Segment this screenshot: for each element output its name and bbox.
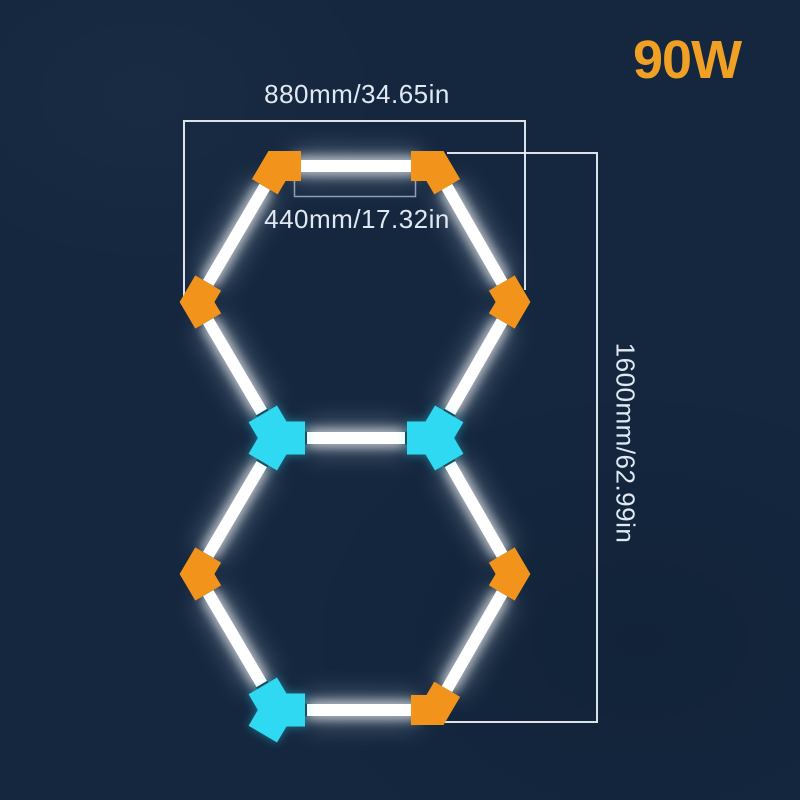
dim-width-line [183,120,526,303]
led-tube-segment [203,589,267,688]
led-tube-segment [203,183,270,287]
connector-elbow-orange [411,151,461,195]
connector-threeway-cyan [248,405,305,471]
dim-segment-label: 440mm/17.32in [264,204,450,234]
led-tube-segment [444,461,508,558]
dim-width-label: 880mm/34.65in [264,79,450,109]
led-tube-segment [441,590,508,693]
connector-elbow-orange [411,681,461,725]
led-tube-segment [441,183,508,286]
tube-core-layer [203,160,508,716]
connector-threeway-cyan [248,677,305,743]
connector-chevron-orange [179,275,222,329]
led-tube-segment [444,318,508,415]
led-tube-segment [203,317,267,416]
wattage-label: 90W [633,30,742,90]
dim-height-line [445,152,598,723]
connector-chevron-orange [179,547,222,601]
connector-threeway-cyan [407,405,464,471]
connector-chevron-orange [488,547,531,601]
dim-height-label: 1600mm/62.99in [610,342,641,544]
connector-elbow-orange [251,151,301,195]
connector-chevron-orange [488,275,531,329]
connector-layer [179,151,531,743]
connector-glow-layer [248,405,464,743]
led-tube-segment [203,460,267,559]
